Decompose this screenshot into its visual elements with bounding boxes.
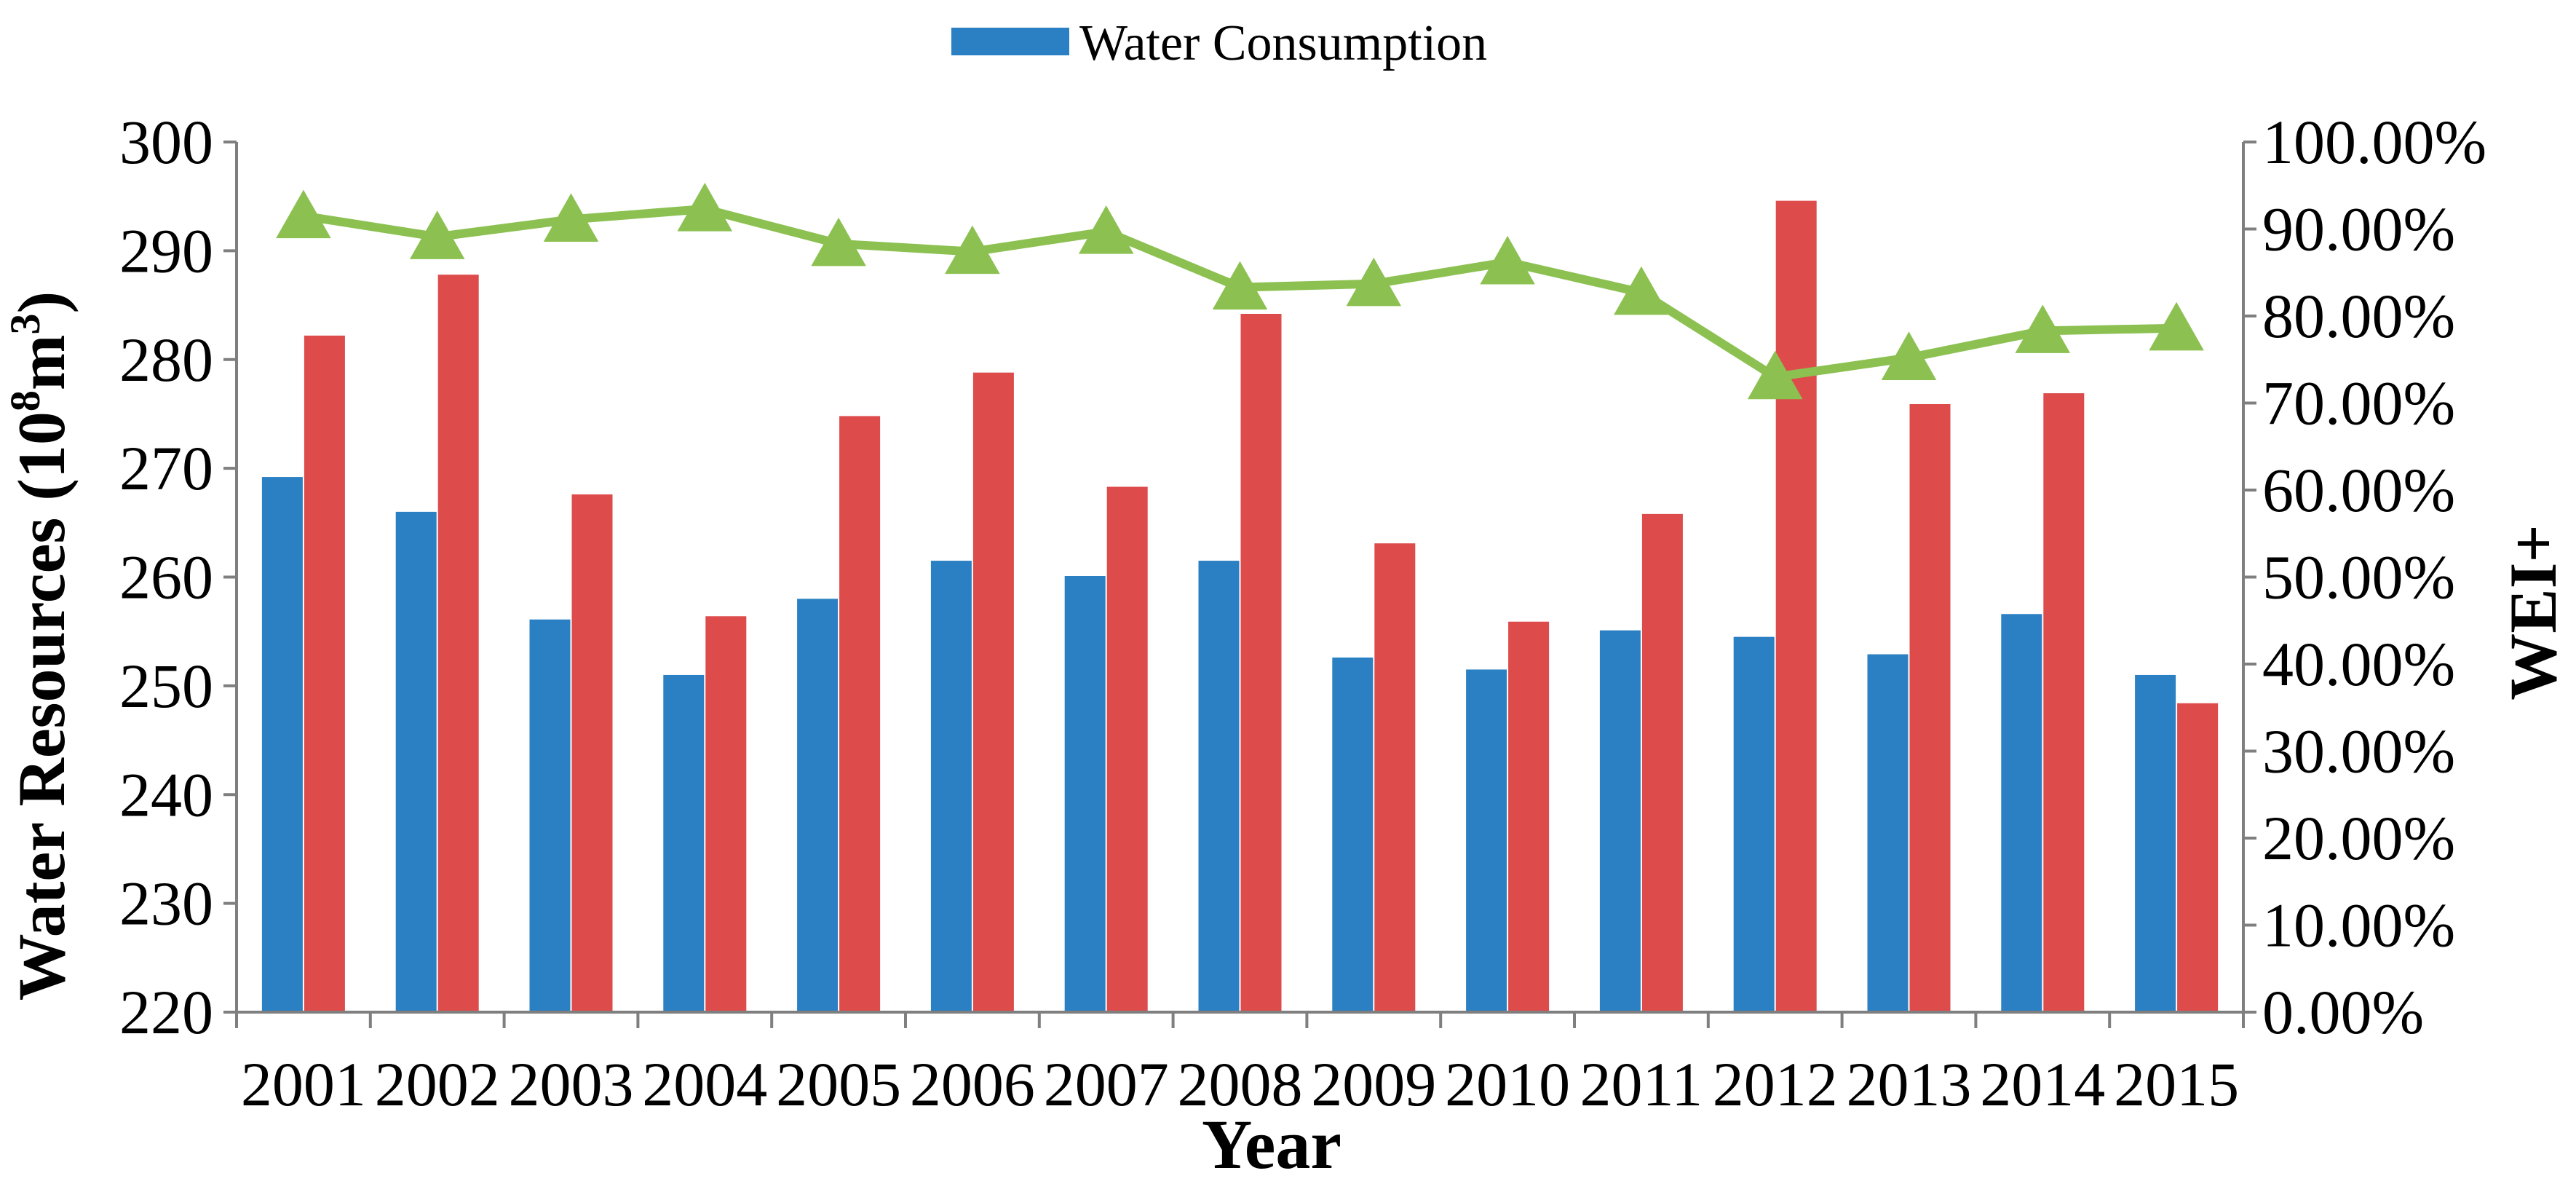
- y-axis-right-title: WEI+: [2496, 524, 2570, 700]
- x-axis-title: Year: [1202, 1105, 1341, 1183]
- x-tick-label-2008: 2008: [1178, 1049, 1303, 1119]
- bar-water-resources-2013: [1909, 403, 1951, 1012]
- y-left-tick-label: 220: [119, 977, 213, 1047]
- bar-layer: [261, 200, 2219, 1013]
- bar-water-resources-2012: [1775, 200, 1817, 1013]
- right-axis-ticks: 0.00% 10.00% 20.00% 30.00% 40.00% 50.00% 60.00…: [2243, 107, 2486, 1047]
- y-right-tick-label: 100.00%: [2262, 107, 2486, 177]
- bar-water-consumption-2011: [1599, 630, 1641, 1012]
- y-left-title-sup-2: 3: [1, 313, 49, 334]
- y-left-title-sup-1: 8: [1, 390, 49, 411]
- y-right-tick-label: 50.00%: [2262, 542, 2455, 612]
- y-left-tick-label: 230: [119, 869, 213, 939]
- wei-marker-2006: [945, 225, 1000, 275]
- wei-marker-2001: [276, 189, 331, 239]
- bar-water-consumption-2008: [1198, 561, 1240, 1012]
- y-right-tick-label: 0.00%: [2262, 977, 2424, 1047]
- x-tick-label-2013: 2013: [1847, 1049, 1972, 1119]
- x-tick-label-2003: 2003: [509, 1049, 634, 1119]
- bar-water-consumption-2002: [395, 511, 437, 1012]
- bar-water-consumption-2014: [2001, 614, 2042, 1012]
- x-tick-label-2015: 2015: [2114, 1049, 2239, 1119]
- legend-label-water-consumption: Water Consumption: [1079, 15, 1487, 71]
- x-tick-label-2011: 2011: [1580, 1049, 1703, 1119]
- x-tick-label-2004: 2004: [642, 1049, 767, 1119]
- bar-water-consumption-2004: [663, 674, 705, 1012]
- y-right-tick-label: 60.00%: [2262, 455, 2455, 525]
- x-axis-ticks: 2001 2002 2003 2004 2005 2006 2007 2008 2009 2010…: [235, 1012, 2245, 1119]
- bar-water-resources-2002: [437, 275, 479, 1012]
- wei-marker-2011: [1614, 266, 1669, 315]
- y-left-title-part-end: ): [4, 291, 79, 314]
- y-left-title-part-mid: m: [4, 334, 79, 390]
- wei-marker-2004: [677, 183, 733, 232]
- bar-water-resources-2008: [1240, 314, 1282, 1012]
- wei-marker-2003: [543, 193, 599, 242]
- bar-water-resources-2007: [1106, 486, 1148, 1012]
- bar-water-consumption-2006: [930, 561, 972, 1012]
- legend: Water Consumption: [951, 15, 1487, 71]
- x-tick-label-2009: 2009: [1311, 1049, 1436, 1119]
- wei-marker-2005: [811, 217, 866, 267]
- wei-marker-2002: [409, 210, 465, 259]
- bar-water-consumption-2005: [797, 599, 839, 1012]
- wei-marker-2009: [1346, 257, 1402, 307]
- x-tick-label-2007: 2007: [1044, 1049, 1169, 1119]
- wei-marker-2010: [1480, 235, 1535, 285]
- x-tick-label-2010: 2010: [1445, 1049, 1570, 1119]
- line-layer: [276, 183, 2204, 400]
- y-left-tick-label: 270: [119, 433, 213, 503]
- bar-water-consumption-2015: [2135, 674, 2176, 1012]
- wei-marker-2014: [2015, 304, 2071, 353]
- bar-water-consumption-2003: [529, 619, 571, 1012]
- x-tick-label-2012: 2012: [1713, 1049, 1838, 1119]
- bar-water-resources-2014: [2043, 393, 2085, 1012]
- y-left-tick-label: 250: [119, 651, 213, 721]
- bar-water-resources-2009: [1374, 543, 1416, 1012]
- y-left-tick-label: 280: [119, 325, 213, 395]
- bar-water-consumption-2001: [261, 477, 303, 1012]
- y-right-tick-label: 20.00%: [2262, 803, 2455, 873]
- y-right-tick-label: 70.00%: [2262, 368, 2455, 438]
- x-tick-label-2002: 2002: [375, 1049, 500, 1119]
- y-right-tick-label: 80.00%: [2262, 281, 2455, 351]
- bar-water-consumption-2013: [1867, 654, 1909, 1012]
- bar-water-consumption-2009: [1332, 658, 1374, 1012]
- y-left-tick-label: 240: [119, 759, 213, 829]
- y-left-tick-label: 290: [119, 216, 213, 285]
- bar-water-resources-2011: [1641, 513, 1683, 1012]
- wei-marker-2013: [1881, 331, 1937, 380]
- bar-water-consumption-2012: [1733, 636, 1775, 1012]
- x-tick-label-2006: 2006: [910, 1049, 1035, 1119]
- y-right-tick-label: 40.00%: [2262, 629, 2455, 699]
- bar-water-resources-2004: [705, 616, 747, 1012]
- bar-water-resources-2006: [972, 372, 1014, 1012]
- bar-water-consumption-2010: [1466, 669, 1507, 1012]
- bar-water-resources-2015: [2177, 703, 2219, 1012]
- bar-water-resources-2001: [304, 335, 345, 1012]
- bar-water-resources-2005: [839, 416, 881, 1012]
- bar-water-consumption-2007: [1064, 576, 1106, 1012]
- bar-water-resources-2010: [1508, 621, 1550, 1012]
- bar-water-resources-2003: [571, 494, 613, 1012]
- y-right-tick-label: 90.00%: [2262, 194, 2455, 264]
- y-right-tick-label: 10.00%: [2262, 891, 2455, 960]
- wei-marker-2008: [1212, 261, 1268, 310]
- x-tick-label-2005: 2005: [776, 1049, 901, 1119]
- left-axis-ticks: 220 230 240 250 260 270 280 290 300: [119, 107, 237, 1047]
- wei-marker-2012: [1747, 350, 1803, 400]
- legend-swatch-water-consumption: [951, 28, 1069, 55]
- y-axis-left-title: Water Resources (108m3): [1, 291, 79, 1000]
- y-right-tick-label: 30.00%: [2262, 717, 2455, 786]
- y-left-tick-label: 300: [119, 107, 213, 177]
- y-left-tick-label: 260: [119, 542, 213, 612]
- x-tick-label-2001: 2001: [241, 1049, 366, 1119]
- x-tick-label-2014: 2014: [1980, 1049, 2105, 1119]
- wei-marker-2007: [1078, 205, 1134, 254]
- wei-marker-2015: [2149, 301, 2204, 351]
- y-left-title-part-main: Water Resources (10: [4, 411, 79, 1000]
